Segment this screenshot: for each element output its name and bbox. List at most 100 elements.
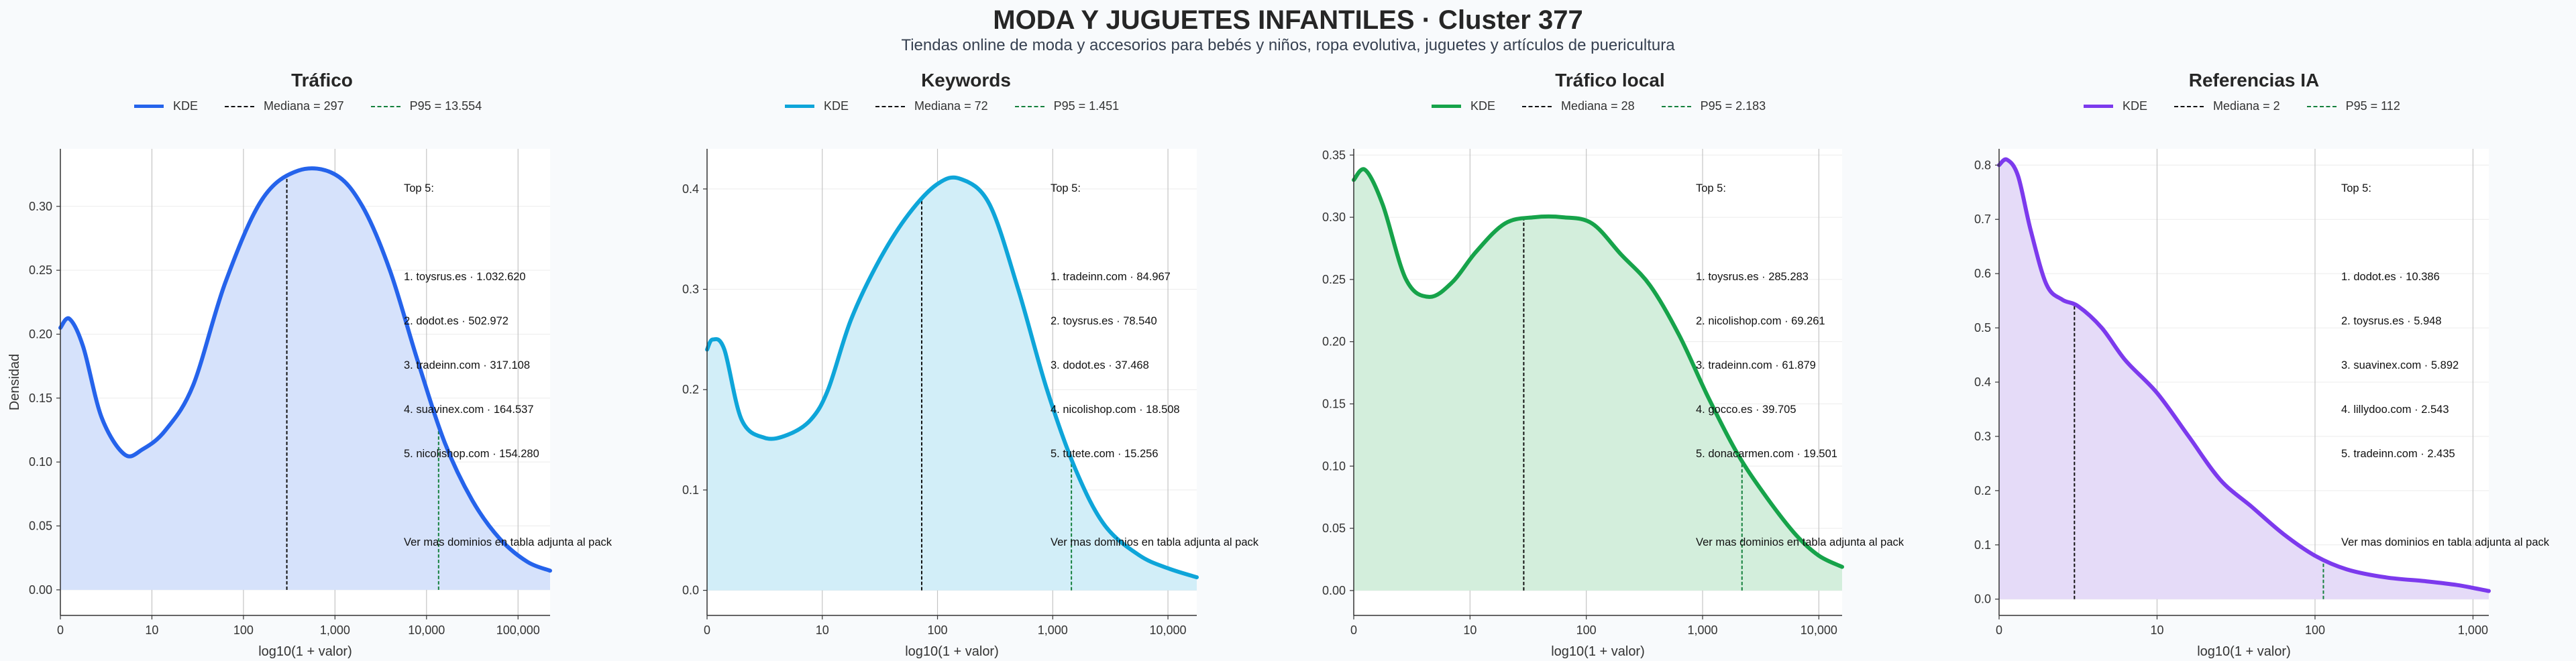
legend: KDE Mediana = 2 P95 = 112: [2084, 99, 2427, 113]
legend-swatch-p95: [2306, 105, 2337, 107]
y-tick-label: 0.10: [1322, 459, 1346, 473]
panel-title: Tráfico: [291, 70, 353, 91]
panel-trafico: Tráfico KDE Mediana = 297 P95 = 13.554 0…: [0, 0, 644, 661]
y-axis-label: Densidad: [7, 354, 22, 411]
legend-swatch-median: [2174, 105, 2204, 107]
legend-label-kde: KDE: [2123, 99, 2148, 113]
kde-line: [58, 166, 552, 573]
kde-area-fill: [707, 177, 1197, 591]
legend-swatch-p95: [370, 105, 400, 107]
panel-trafico-local: Tráfico local KDE Mediana = 28 P95 = 2.1…: [1288, 0, 1932, 661]
legend: KDE Mediana = 28 P95 = 2.183: [1432, 99, 1792, 113]
top5-item: 4. lillydoo.com · 2.543: [2341, 404, 2449, 416]
top5-item: 3. tradeinn.com · 317.108: [404, 359, 531, 371]
legend-label-median: Mediana = 297: [264, 99, 344, 113]
x-tick-label: 0: [704, 623, 710, 637]
top5-annotation: Top 5: 1. dodot.es · 10.386 2. toysrus.e…: [2341, 152, 2549, 579]
top5-item: 3. tradeinn.com · 61.879: [1696, 359, 1816, 371]
legend-swatch-median: [225, 105, 255, 107]
x-tick-label: 10: [145, 623, 158, 637]
legend-swatch-p95: [1014, 105, 1044, 107]
top5-heading: Top 5:: [2341, 182, 2371, 194]
top5-item: 2. nicolishop.com · 69.261: [1696, 315, 1825, 327]
legend-swatch-kde: [134, 105, 164, 108]
legend-item-median: Mediana = 72: [875, 99, 988, 113]
top5-item: 5. donacarmen.com · 19.501: [1696, 448, 1837, 460]
x-tick-label: 1,000: [1038, 623, 1068, 637]
legend-item-kde: KDE: [785, 99, 849, 113]
plot-area: 0.00 0.05 0.10 0.15 0.20 0.25 0.30 0 10 100 1,000 1…: [7, 149, 552, 659]
x-tick-label: 0: [1350, 623, 1357, 637]
panel-referencias-ia: Referencias IA KDE Mediana = 2 P95 = 112…: [1932, 0, 2576, 661]
panel-title: Referencias IA: [2188, 70, 2320, 91]
legend-item-median: Mediana = 297: [225, 99, 344, 113]
top5-item: 1. tradeinn.com · 84.967: [1051, 271, 1171, 283]
chart-title: MODA Y JUGUETES INFANTILES · Cluster 377: [993, 5, 1583, 35]
y-tick-label: 0.35: [1322, 148, 1346, 162]
y-tick-label: 0.05: [29, 520, 52, 533]
plot-area: 0.00 0.05 0.10 0.15 0.20 0.25 0.30 0.35 0 10 100 1,…: [1322, 148, 1844, 659]
y-tick-label: 0.8: [1974, 158, 1991, 172]
legend-item-p95: P95 = 112: [2306, 99, 2400, 113]
x-tick-label: 100: [233, 623, 254, 637]
legend-label-kde: KDE: [1470, 99, 1496, 113]
x-tick-label: 10,000: [1801, 623, 1837, 637]
legend-item-kde: KDE: [134, 99, 198, 113]
kde-line: [1997, 157, 2491, 593]
y-tick-label: 0.3: [1974, 430, 1991, 443]
legend-label-p95: P95 = 1.451: [1053, 99, 1120, 113]
legend-swatch-median: [875, 105, 906, 107]
top5-item: 2. toysrus.es · 78.540: [1051, 315, 1157, 327]
y-tick-label: 0.20: [29, 327, 52, 341]
x-tick-label: 10: [1463, 623, 1477, 637]
panel-title: Tráfico local: [1555, 70, 1665, 91]
y-tick-label: 0.1: [1974, 538, 1991, 552]
top5-heading: Top 5:: [404, 182, 434, 194]
top5-item: 4. suavinex.com · 164.537: [404, 404, 534, 416]
legend-label-p95: P95 = 112: [2345, 99, 2400, 113]
x-tick-label: 10,000: [408, 623, 445, 637]
top5-annotation: Top 5: 1. tradeinn.com · 84.967 2. toysr…: [1051, 152, 1258, 579]
legend-item-p95: P95 = 1.451: [1014, 99, 1120, 113]
legend-swatch-kde: [1432, 105, 1461, 108]
x-tick-label: 10: [2150, 623, 2163, 637]
top5-item: 1. toysrus.es · 1.032.620: [404, 271, 526, 283]
legend-item-kde: KDE: [1432, 99, 1495, 113]
x-axis-label: log10(1 + valor): [258, 644, 352, 659]
legend-item-median: Mediana = 2: [2174, 99, 2280, 113]
y-tick-label: 0.2: [1974, 484, 1991, 497]
top5-item: 2. dodot.es · 502.972: [404, 315, 508, 327]
top5-annotation: Top 5: 1. toysrus.es · 1.032.620 2. dodo…: [404, 152, 612, 579]
y-tick-label: 0.4: [1974, 375, 1991, 389]
y-tick-label: 0.30: [29, 200, 52, 213]
legend-item-p95: P95 = 13.554: [370, 99, 482, 113]
y-tick-label: 0.25: [29, 263, 52, 277]
x-tick-label: 100: [928, 623, 948, 637]
panel-title: Keywords: [921, 70, 1011, 91]
legend-label-median: Mediana = 72: [914, 99, 988, 113]
y-tick-label: 0.20: [1322, 335, 1346, 349]
legend-item-p95: P95 = 2.183: [1661, 99, 1766, 113]
legend: KDE Mediana = 297 P95 = 13.554: [134, 99, 508, 113]
y-tick-label: 0.15: [29, 392, 52, 405]
legend-label-p95: P95 = 2.183: [1700, 99, 1766, 113]
top5-footer: Ver mas dominios en tabla adjunta al pac…: [404, 536, 612, 548]
top5-footer: Ver mas dominios en tabla adjunta al pac…: [2341, 536, 2550, 548]
y-tick-label: 0.2: [682, 383, 699, 396]
top5-item: 3. dodot.es · 37.468: [1051, 359, 1149, 371]
x-tick-label: 10,000: [1150, 623, 1187, 637]
panel-keywords: Keywords KDE Mediana = 72 P95 = 1.451 0.…: [644, 0, 1288, 661]
y-tick-label: 0.30: [1322, 211, 1346, 224]
y-tick-label: 0.7: [1974, 213, 1991, 226]
chart-subtitle: Tiendas online de moda y accesorios para…: [901, 36, 1675, 54]
kde-line: [1352, 167, 1844, 569]
top5-item: 1. toysrus.es · 285.283: [1696, 271, 1809, 283]
legend-swatch-median: [1522, 105, 1552, 107]
y-tick-label: 0.10: [29, 455, 52, 469]
top5-item: 1. dodot.es · 10.386: [2341, 271, 2440, 283]
legend-item-median: Mediana = 28: [1522, 99, 1635, 113]
legend: KDE Mediana = 72 P95 = 1.451: [785, 99, 1146, 113]
x-axis-label: log10(1 + valor): [905, 644, 999, 659]
legend-swatch-p95: [1661, 105, 1691, 107]
kde-line: [705, 175, 1199, 580]
